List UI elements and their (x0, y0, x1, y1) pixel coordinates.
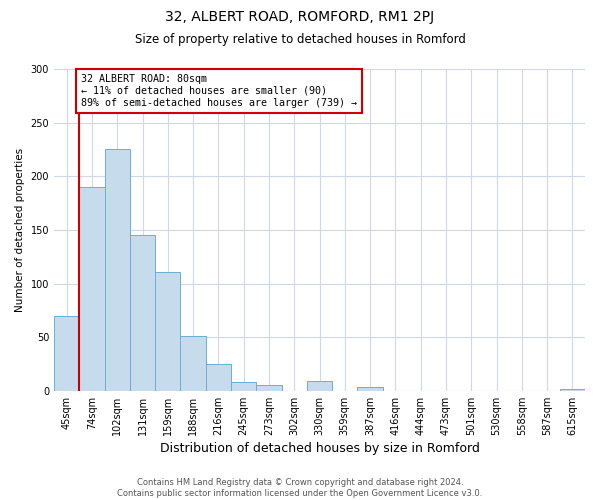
Bar (54, 316, 79, 391)
Bar (206, 364, 231, 391)
Bar (79, 187, 104, 391)
Y-axis label: Number of detached properties: Number of detached properties (15, 148, 25, 312)
Bar (256, 386, 281, 391)
Bar (358, 386, 383, 391)
X-axis label: Distribution of detached houses by size in Romford: Distribution of detached houses by size … (160, 442, 479, 455)
Text: 32 ALBERT ROAD: 80sqm
← 11% of detached houses are smaller (90)
89% of semi-deta: 32 ALBERT ROAD: 80sqm ← 11% of detached … (82, 74, 358, 108)
Bar (104, 150, 130, 391)
Bar (560, 388, 585, 391)
Text: Size of property relative to detached houses in Romford: Size of property relative to detached ho… (134, 32, 466, 46)
Bar (155, 272, 181, 391)
Bar (181, 336, 206, 391)
Text: 32, ALBERT ROAD, ROMFORD, RM1 2PJ: 32, ALBERT ROAD, ROMFORD, RM1 2PJ (166, 10, 434, 24)
Bar (231, 382, 256, 391)
Bar (307, 381, 332, 391)
Text: Contains HM Land Registry data © Crown copyright and database right 2024.
Contai: Contains HM Land Registry data © Crown c… (118, 478, 482, 498)
Bar (130, 236, 155, 391)
